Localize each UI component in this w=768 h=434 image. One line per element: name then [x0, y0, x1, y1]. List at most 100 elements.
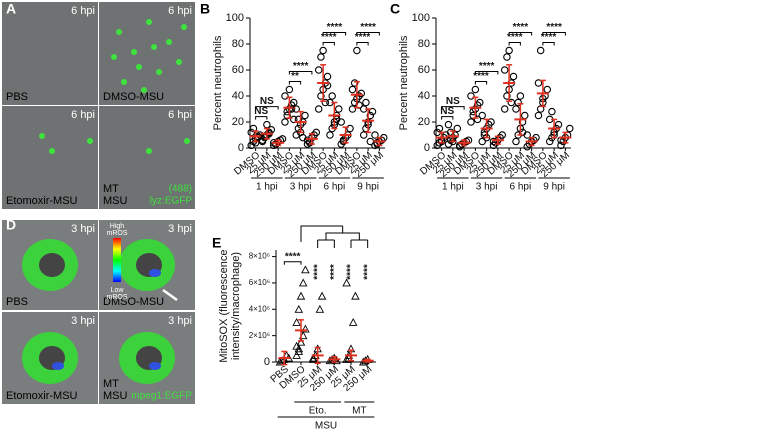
- panel-letter: A: [6, 1, 16, 17]
- significance-bracket: [474, 71, 499, 75]
- point: [281, 118, 289, 126]
- point: [516, 92, 525, 100]
- point: [548, 107, 556, 116]
- point: [487, 118, 495, 126]
- point: [478, 111, 486, 120]
- cell: [131, 49, 137, 55]
- point: [292, 350, 301, 359]
- point: [348, 105, 357, 113]
- point: [543, 85, 552, 94]
- point: [514, 98, 522, 107]
- point: [325, 356, 335, 365]
- point: [312, 128, 321, 137]
- tile-time: 6 hpi: [168, 109, 192, 121]
- point: [500, 105, 509, 113]
- point: [566, 124, 574, 133]
- cell: [141, 87, 147, 93]
- y-tick-label: 20: [232, 116, 244, 128]
- channel-label: mpeg1:EGFP: [131, 391, 192, 402]
- significance-label: ****: [329, 264, 340, 280]
- point: [328, 92, 336, 100]
- tile-time: 3 hpi: [71, 315, 95, 327]
- group-label: Eto.: [309, 406, 327, 417]
- point: [317, 291, 327, 300]
- point: [467, 118, 475, 126]
- y-tick-label: 0: [424, 142, 430, 154]
- cell: [39, 133, 45, 139]
- point: [512, 105, 520, 113]
- arrow: [162, 288, 178, 302]
- group-label: 1 hpi: [256, 182, 278, 193]
- point: [314, 105, 323, 113]
- group-label: 9 hpi: [543, 182, 565, 193]
- point: [500, 66, 509, 74]
- y-tick-label: 4×10⁶: [249, 304, 270, 313]
- point: [296, 291, 306, 300]
- image-tile: [99, 2, 195, 105]
- significance-label: ****: [285, 251, 301, 262]
- significance-bracket: [356, 42, 369, 46]
- tile-label: MSU: [103, 390, 128, 402]
- point: [357, 89, 366, 98]
- point: [326, 131, 334, 139]
- tile-time: 6 hpi: [71, 109, 95, 121]
- significance-bracket: [356, 32, 380, 36]
- y-tick-label: 20: [418, 116, 430, 128]
- significance-label: ****: [360, 22, 376, 33]
- y-tick-label: 40: [418, 90, 430, 102]
- group-label: 6 hpi: [510, 182, 532, 193]
- point: [359, 131, 368, 139]
- point: [512, 137, 520, 146]
- point: [368, 107, 377, 116]
- group-label: 9 hpi: [357, 182, 379, 193]
- tile-time: 6 hpi: [168, 5, 192, 17]
- significance-bracket: [255, 106, 279, 110]
- panel-letter: D: [6, 217, 16, 233]
- point: [258, 136, 267, 144]
- y-tick-label: 0: [264, 356, 270, 368]
- y-axis-label: intensity/macrophage): [230, 252, 242, 360]
- image-tile: [99, 106, 195, 209]
- point: [503, 53, 511, 61]
- point: [301, 111, 309, 120]
- point: [498, 131, 507, 139]
- point: [317, 53, 325, 61]
- significance-label: NS: [440, 106, 454, 117]
- point: [290, 115, 298, 124]
- point: [473, 115, 482, 124]
- tree: [300, 225, 368, 242]
- point: [371, 131, 379, 139]
- y-axis-label: MitoSOX (fluorescence: [218, 249, 230, 362]
- group-label: 1 hpi: [442, 182, 464, 193]
- significance-bracket: [322, 32, 347, 36]
- point: [342, 354, 351, 363]
- cell: [151, 44, 157, 50]
- y-tick-label: 60: [418, 64, 430, 76]
- y-axis-label: Percent neutrophils: [398, 35, 410, 130]
- significance-label: ****: [513, 22, 529, 33]
- point: [294, 304, 304, 313]
- point: [353, 46, 361, 55]
- point: [478, 137, 486, 146]
- point: [351, 291, 360, 300]
- point: [557, 141, 565, 150]
- y-tick-label: 100: [412, 12, 430, 24]
- significance-label: ****: [541, 32, 557, 43]
- y-tick-label: 6×10⁶: [249, 278, 270, 287]
- point: [489, 137, 498, 146]
- colorbar-label: High: [110, 223, 125, 230]
- point: [471, 85, 480, 94]
- point: [292, 341, 301, 350]
- point: [362, 98, 370, 107]
- channel-label: (488): [169, 184, 192, 195]
- tile-label: PBS: [6, 91, 28, 103]
- colorbar-label: mROS: [107, 230, 128, 237]
- significance-label: **: [291, 71, 299, 82]
- point: [294, 347, 304, 355]
- point: [444, 120, 453, 129]
- significance-bracket: [508, 42, 521, 46]
- cell: [166, 39, 172, 45]
- significance-bracket: [288, 71, 313, 75]
- y-tick-label: 40: [232, 90, 244, 102]
